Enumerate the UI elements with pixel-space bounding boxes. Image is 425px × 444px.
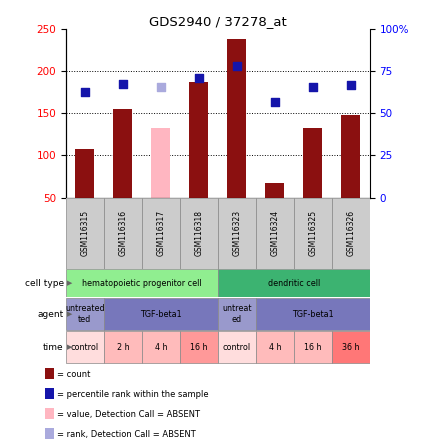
Text: TGF-beta1: TGF-beta1 (292, 309, 334, 319)
Bar (218, 269, 370, 297)
Bar (294, 331, 332, 363)
Point (272, 99, 278, 106)
Point (196, 74, 202, 81)
Text: untreat
ed: untreat ed (222, 305, 252, 324)
Text: GSM116325: GSM116325 (308, 210, 317, 256)
Text: GSM116316: GSM116316 (118, 210, 127, 256)
Bar (218, 198, 256, 269)
Text: = count: = count (57, 369, 91, 379)
Point (309, 83, 316, 91)
Text: GSM116315: GSM116315 (80, 210, 89, 256)
Bar (113, 109, 132, 198)
Text: GSM116323: GSM116323 (232, 210, 241, 256)
Bar (151, 127, 170, 198)
Text: ▶: ▶ (67, 311, 72, 317)
Text: ▶: ▶ (67, 280, 72, 286)
Bar (341, 115, 360, 198)
Bar (45, 428, 54, 439)
Text: = value, Detection Call = ABSENT: = value, Detection Call = ABSENT (57, 409, 200, 419)
Text: GSM116324: GSM116324 (270, 210, 279, 256)
Point (119, 80, 126, 87)
Bar (332, 331, 370, 363)
Text: cell type: cell type (25, 278, 64, 288)
Text: 16 h: 16 h (304, 343, 322, 352)
Text: control: control (71, 343, 99, 352)
Text: GSM116318: GSM116318 (194, 210, 203, 256)
Text: = rank, Detection Call = ABSENT: = rank, Detection Call = ABSENT (57, 429, 196, 439)
Text: = percentile rank within the sample: = percentile rank within the sample (57, 389, 209, 399)
Bar (45, 388, 54, 399)
Bar (303, 127, 322, 198)
Bar (142, 198, 180, 269)
Text: 16 h: 16 h (190, 343, 207, 352)
Point (82, 88, 88, 95)
Text: GSM116326: GSM116326 (346, 210, 355, 256)
Text: agent: agent (37, 309, 64, 319)
Text: 4 h: 4 h (269, 343, 281, 352)
Bar (227, 39, 246, 198)
Text: GSM116317: GSM116317 (156, 210, 165, 256)
Bar (45, 368, 54, 379)
Bar (256, 298, 370, 330)
Text: dendritic cell: dendritic cell (268, 278, 320, 288)
Text: 4 h: 4 h (155, 343, 167, 352)
Bar (294, 198, 332, 269)
Bar (332, 198, 370, 269)
Point (157, 83, 164, 91)
Bar (104, 331, 142, 363)
Text: TGF-beta1: TGF-beta1 (140, 309, 181, 319)
Bar (66, 198, 104, 269)
Bar (256, 331, 294, 363)
Bar (66, 298, 104, 330)
Bar (180, 331, 218, 363)
Bar (104, 298, 218, 330)
Bar (256, 198, 294, 269)
Bar (75, 150, 94, 198)
Title: GDS2940 / 37278_at: GDS2940 / 37278_at (149, 15, 287, 28)
Text: 2 h: 2 h (116, 343, 129, 352)
Text: untreated
ted: untreated ted (65, 305, 105, 324)
Text: hematopoietic progenitor cell: hematopoietic progenitor cell (82, 278, 201, 288)
Point (347, 82, 354, 89)
Text: 36 h: 36 h (342, 343, 360, 352)
Bar (265, 183, 284, 198)
Bar (142, 331, 180, 363)
Point (233, 63, 240, 70)
Text: control: control (223, 343, 251, 352)
Bar (218, 298, 256, 330)
Bar (218, 331, 256, 363)
Bar (180, 198, 218, 269)
Bar (45, 408, 54, 419)
Bar (189, 82, 208, 198)
Text: ▶: ▶ (67, 345, 72, 350)
Text: time: time (43, 343, 64, 352)
Bar (66, 331, 104, 363)
Bar (104, 198, 142, 269)
Bar (66, 269, 218, 297)
